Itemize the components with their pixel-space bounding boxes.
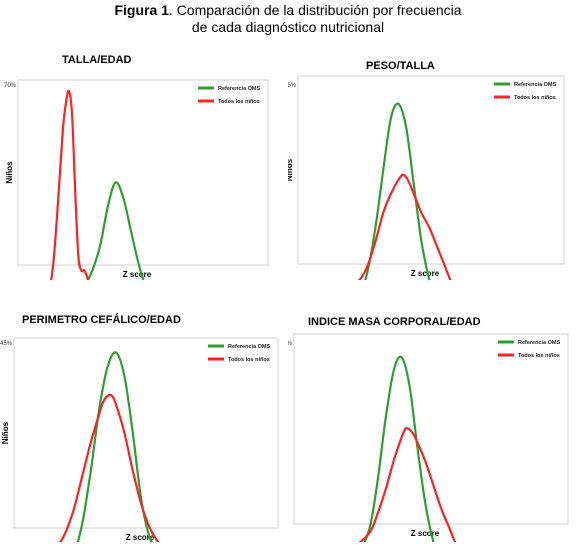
y-tick-label: 70%: [4, 83, 17, 89]
legend-label: Referencia OMS: [218, 86, 261, 92]
legend-label: Referencia OMS: [518, 340, 561, 346]
chart-svg: 643210-1-2-3-4-50%45%Z scoreNiñosReferen…: [280, 333, 569, 547]
series-line-todos-los-ninos: [47, 89, 98, 299]
figure-caption-line1: . Comparación de la distribución por fre…: [168, 2, 462, 18]
y-axis-label: Niños: [288, 417, 290, 440]
y-tick-label: 45%: [288, 341, 293, 347]
y-tick-label: 45%: [0, 341, 13, 347]
x-axis-label: Z score: [411, 269, 440, 278]
series-line-referencia-oms: [361, 355, 436, 547]
figure-label: Figura 1: [114, 2, 169, 18]
figure-caption-line2: de cada diagnóstico nutricional: [191, 19, 385, 35]
series-line-todos-los-ninos: [326, 173, 461, 300]
chart-title: PERIMETRO CEFÁLICO/EDAD: [22, 314, 181, 326]
plot-frame: [297, 75, 565, 265]
chart-svg: 543210-1-2-3-4-50%45%Z scoreNiñosReferen…: [0, 337, 279, 547]
chart-imc-edad: INDICE MASA CORPORAL/EDAD 643210-1-2-3-4…: [280, 308, 576, 547]
y-axis-label: Niños: [288, 158, 294, 181]
x-axis-label: Z score: [123, 270, 152, 279]
legend-label: Todos los niños: [228, 357, 270, 363]
chart-svg: 543210-1-2-3-4-50%70%Z scoreNiñosReferen…: [4, 79, 269, 313]
series-line-referencia-oms: [75, 351, 156, 547]
plot-frame: [13, 337, 279, 529]
legend-label: Referencia OMS: [228, 344, 271, 350]
chart-talla-edad: TALLA/EDAD 543210-1-2-3-4-50%70%Z scoreN…: [0, 50, 288, 313]
x-axis-label: Z score: [411, 529, 440, 538]
series-line-todos-los-ninos: [350, 426, 459, 547]
legend-label: Referencia OMS: [514, 82, 557, 88]
y-axis-label: Niños: [5, 161, 14, 184]
chart-perimetro-cefalico-edad: PERIMETRO CEFÁLICO/EDAD 543210-1-2-3-4-5…: [0, 308, 288, 547]
y-tick-label: 45%: [288, 83, 297, 89]
plot-frame: [17, 79, 269, 266]
chart-title: TALLA/EDAD: [62, 54, 132, 66]
chart-title: PESO/TALLA: [366, 60, 435, 72]
series-line-referencia-oms: [359, 102, 437, 299]
chart-title: INDICE MASA CORPORAL/EDAD: [308, 316, 481, 328]
legend-label: Todos los niños: [514, 95, 556, 101]
x-axis-label: Z score: [126, 533, 155, 542]
chart-svg: 643210-1-2-34-50%45%Z scoreNiñosReferenc…: [284, 75, 565, 313]
legend-label: Todos los niños: [518, 353, 560, 359]
legend-label: Todos los niños: [218, 99, 260, 105]
figure-title: Figura 1. Comparación de la distribución…: [0, 2, 576, 36]
series-line-todos-los-ninos: [55, 393, 164, 547]
series-line-referencia-oms: [72, 181, 153, 299]
y-axis-label: Niños: [1, 421, 10, 444]
plot-frame: [293, 333, 569, 525]
chart-peso-talla: PESO/TALLA 643210-1-2-34-50%45%Z scoreNi…: [284, 50, 576, 313]
